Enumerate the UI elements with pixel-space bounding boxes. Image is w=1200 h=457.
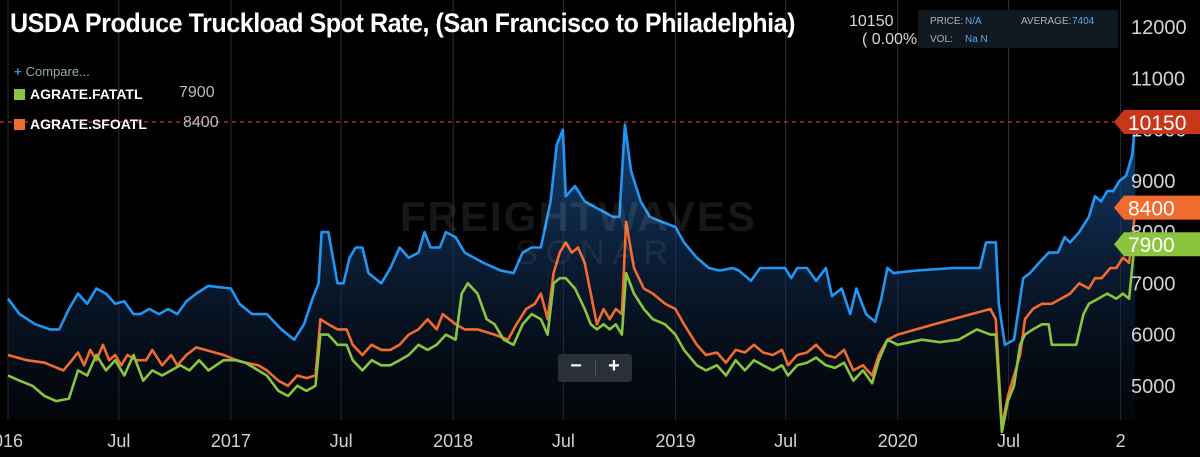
x-tick-label: 2020 bbox=[878, 431, 918, 451]
price-change: ( 0.00% bbox=[862, 31, 918, 48]
last-value-labels: 10150 8400 7900 bbox=[1114, 110, 1200, 257]
x-tick-label: 016 bbox=[0, 431, 23, 451]
x-tick-label: Jul bbox=[552, 431, 575, 451]
x-tick-label: Jul bbox=[774, 431, 797, 451]
zoom-divider bbox=[595, 360, 596, 376]
legend-value: 7900 bbox=[179, 84, 215, 101]
zoom-control: − + bbox=[558, 354, 632, 382]
series-line bbox=[6, 121, 1137, 347]
vol-value: Na N bbox=[965, 34, 988, 45]
last-value-label: 10150 bbox=[1114, 110, 1200, 135]
legend-swatch bbox=[14, 119, 25, 130]
vol-label: VOL: bbox=[930, 34, 953, 45]
legend-swatch bbox=[14, 89, 25, 100]
zoom-in-button[interactable]: + bbox=[608, 355, 620, 377]
x-tick-label: 2017 bbox=[211, 431, 251, 451]
legend-value: 8400 bbox=[183, 114, 219, 131]
legend-item-sfoatl[interactable]: AGRATE.SFOATL 8400 bbox=[14, 114, 219, 132]
last-value-badge bbox=[1114, 195, 1200, 220]
zoom-out-button[interactable]: − bbox=[570, 355, 582, 377]
y-tick-label: 9000 bbox=[1131, 171, 1176, 193]
chart-title: USDA Produce Truckload Spot Rate, (San F… bbox=[10, 8, 796, 38]
info-box: PRICE: N/A AVERAGE: 7404 VOL: Na N bbox=[918, 10, 1118, 48]
y-tick-label: 7000 bbox=[1131, 273, 1176, 295]
legend-name: AGRATE.SFOATL bbox=[30, 116, 147, 132]
y-tick-label: 11000 bbox=[1131, 68, 1185, 90]
x-tick-label: 2019 bbox=[655, 431, 695, 451]
x-tick-label: Jul bbox=[330, 431, 353, 451]
legend-name: AGRATE.FATATL bbox=[30, 86, 143, 102]
last-value-badge bbox=[1114, 232, 1200, 257]
x-tick-label: Jul bbox=[997, 431, 1020, 451]
last-value-label: 7900 bbox=[1114, 232, 1200, 257]
last-value-text: 8400 bbox=[1128, 198, 1175, 221]
compare-button[interactable]: + Compare... bbox=[14, 64, 90, 79]
x-tick-label: 2 bbox=[1116, 431, 1126, 451]
watermark-logo: FREIGHTWAVES bbox=[400, 193, 757, 240]
y-tick-label: 5000 bbox=[1131, 376, 1176, 398]
last-value-text: 10150 bbox=[1128, 112, 1186, 135]
x-axis: 016 Jul 2017 Jul 2018 Jul 2019 Jul 2020 Jul 2 bbox=[0, 431, 1126, 451]
plus-icon: + bbox=[14, 64, 22, 79]
last-value-badge bbox=[1114, 110, 1200, 134]
last-price: 10150 bbox=[849, 13, 894, 30]
y-tick-label: 12000 bbox=[1131, 17, 1187, 39]
legend-item-fatatl[interactable]: AGRATE.FATATL 7900 bbox=[14, 84, 215, 102]
average-value: 7404 bbox=[1072, 16, 1095, 27]
x-tick-label: Jul bbox=[107, 431, 130, 451]
compare-label: Compare... bbox=[25, 64, 90, 79]
price-value: N/A bbox=[965, 16, 982, 27]
watermark-sub: SONAR bbox=[515, 234, 676, 272]
last-value-label: 8400 bbox=[1114, 195, 1200, 221]
series-line bbox=[7, 237, 1137, 434]
y-tick-label: 6000 bbox=[1131, 325, 1176, 347]
x-tick-label: 2018 bbox=[433, 431, 473, 451]
last-value-text: 7900 bbox=[1128, 234, 1175, 257]
price-label: PRICE: bbox=[930, 16, 964, 27]
series-line bbox=[7, 211, 1137, 429]
average-label: AVERAGE: bbox=[1021, 16, 1072, 27]
series-layer bbox=[6, 121, 1137, 434]
series-area bbox=[8, 122, 1136, 420]
